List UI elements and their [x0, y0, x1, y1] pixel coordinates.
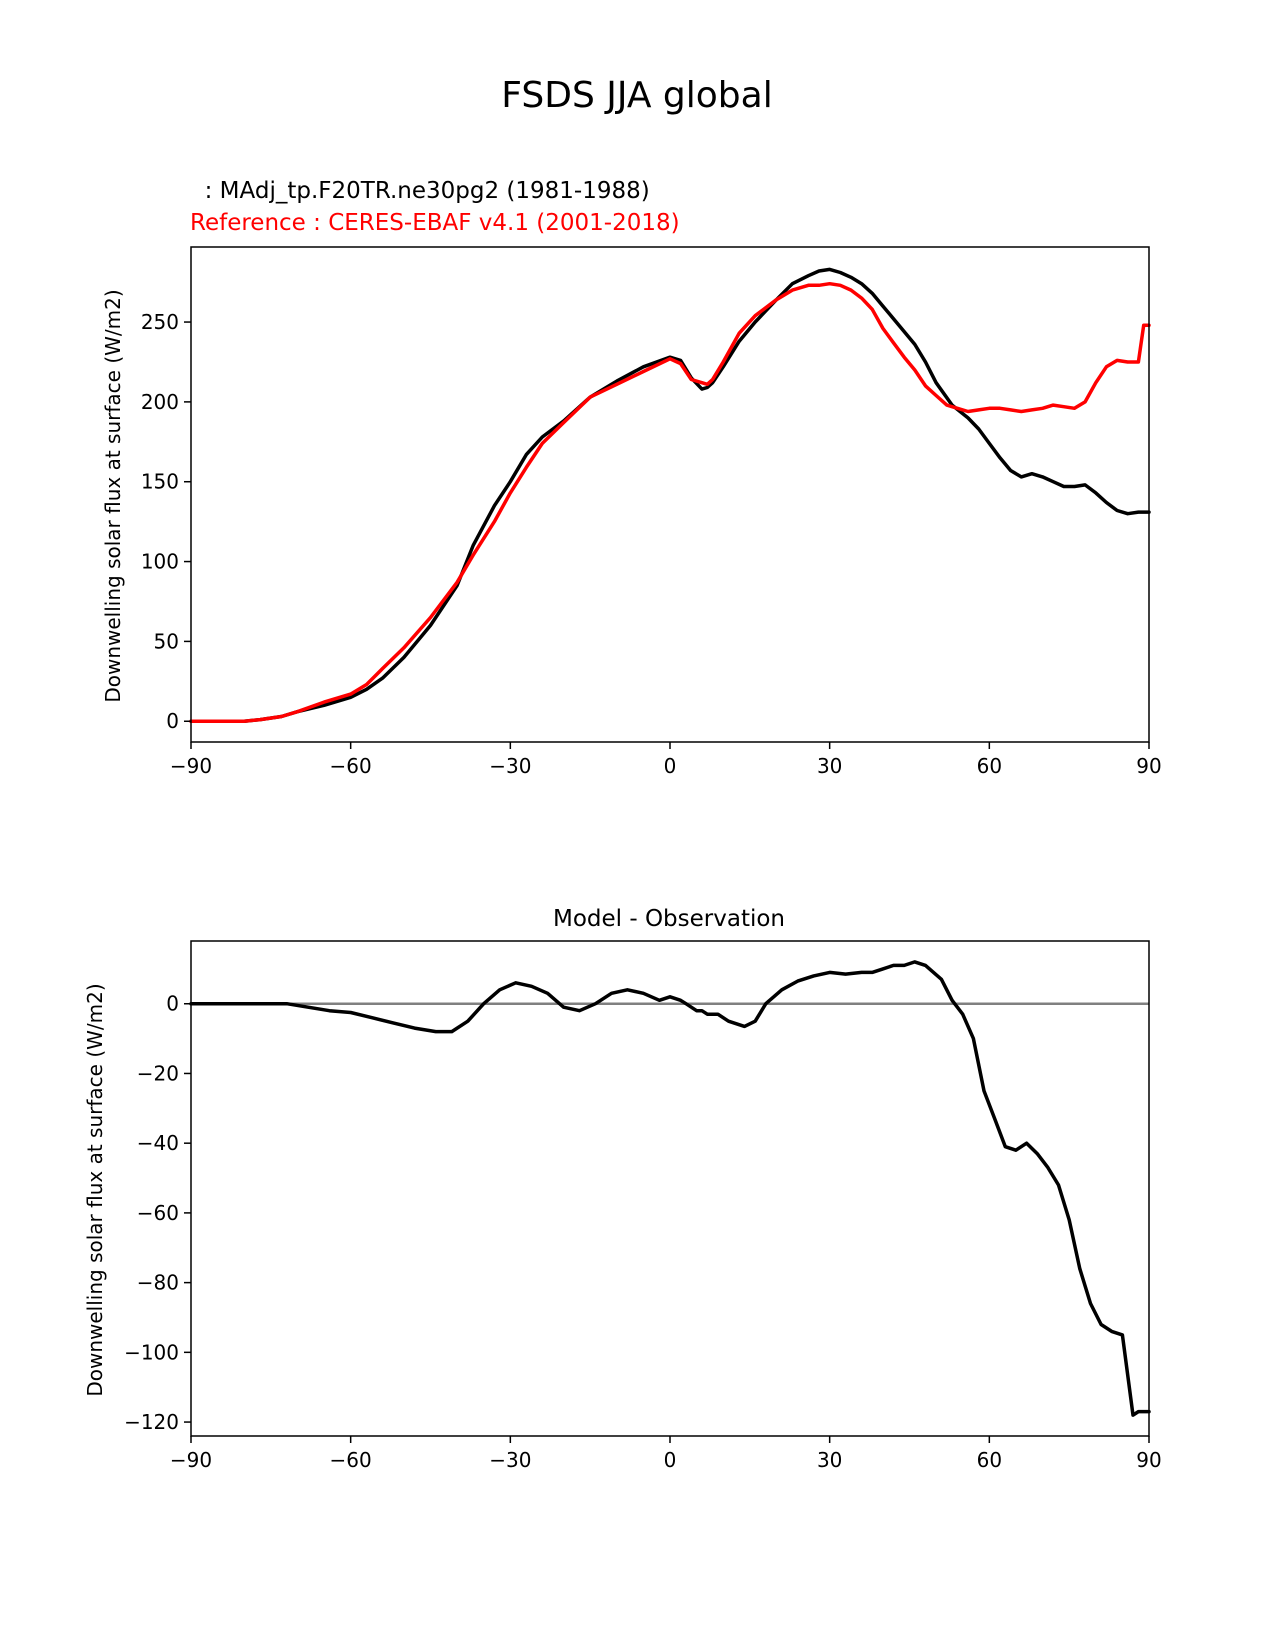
x-tick-label: −60 — [330, 1448, 372, 1472]
x-tick-label: −90 — [170, 1448, 212, 1472]
figure-title: FSDS JJA global — [501, 75, 772, 116]
bottom-ylabel: Downwelling solar flux at surface (W/m2) — [83, 983, 107, 1396]
y-tick-label: −80 — [137, 1271, 179, 1295]
series-line-1 — [189, 267, 1151, 723]
y-tick-label: 250 — [141, 310, 179, 334]
y-tick-label: 200 — [141, 390, 179, 414]
y-tick-label: 100 — [141, 550, 179, 574]
x-tick-label: 30 — [817, 1448, 842, 1472]
bottom-plot-area: −90 −60 −30 0 30 60 90 0 −20 −40 −60 −80 −100 −120 — [124, 940, 1162, 1472]
y-tick-label: 0 — [166, 992, 179, 1016]
y-tick-label: 150 — [141, 470, 179, 494]
x-tick-label: 60 — [977, 1448, 1002, 1472]
x-tick-label: −60 — [330, 754, 372, 778]
top-plot-area: −90 −60 −30 0 30 60 90 0 50 100 150 200 250 — [141, 246, 1162, 778]
x-tick-label: 90 — [1136, 754, 1161, 778]
y-tick-label: −40 — [137, 1131, 179, 1155]
series-line-1 — [189, 960, 1151, 1417]
y-tick-label: −100 — [124, 1340, 179, 1364]
y-tick-label: −60 — [137, 1201, 179, 1225]
y-tick-label: 50 — [154, 629, 179, 653]
top-ylabel: Downwelling solar flux at surface (W/m2) — [101, 289, 125, 702]
x-tick-label: 0 — [664, 754, 677, 778]
x-tick-label: 90 — [1136, 1448, 1161, 1472]
x-tick-label: −30 — [489, 1448, 531, 1472]
x-tick-label: −30 — [489, 754, 531, 778]
model-label: : MAdj_tp.F20TR.ne30pg2 (1981-1988) — [190, 178, 650, 204]
x-tick-label: −90 — [170, 754, 212, 778]
bottom-chart: Model - Observation Downwelling solar fl… — [83, 906, 1162, 1472]
x-tick-label: 60 — [977, 754, 1002, 778]
y-tick-label: −20 — [137, 1061, 179, 1085]
y-tick-label: −120 — [124, 1410, 179, 1434]
bottom-title: Model - Observation — [553, 906, 785, 932]
x-tick-label: 0 — [664, 1448, 677, 1472]
reference-label: Reference : CERES-EBAF v4.1 (2001-2018) — [190, 210, 680, 236]
y-tick-label: 0 — [166, 709, 179, 733]
top-chart: : MAdj_tp.F20TR.ne30pg2 (1981-1988) Refe… — [101, 178, 1162, 778]
x-tick-label: 30 — [817, 754, 842, 778]
series-line-2 — [189, 281, 1151, 723]
